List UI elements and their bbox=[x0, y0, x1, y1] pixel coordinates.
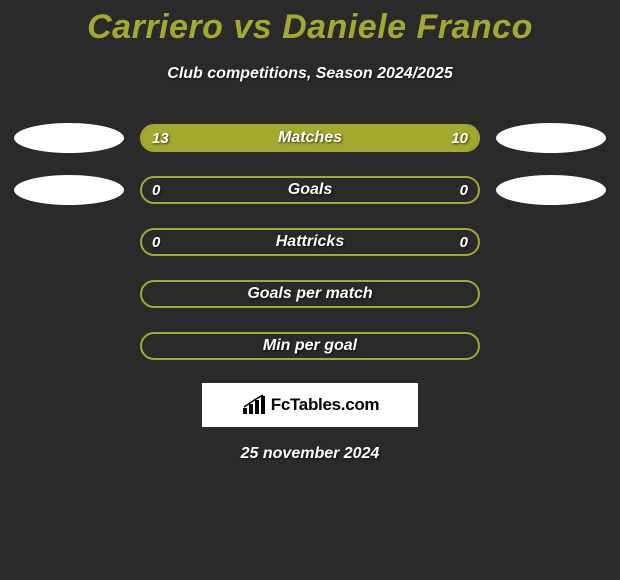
spacer bbox=[496, 279, 606, 309]
logo-box: FcTables.com bbox=[202, 383, 418, 427]
player-right-marker bbox=[496, 123, 606, 153]
date-label: 25 november 2024 bbox=[0, 445, 620, 463]
spacer bbox=[14, 331, 124, 361]
spacer bbox=[14, 279, 124, 309]
page-title: Carriero vs Daniele Franco bbox=[0, 0, 620, 47]
stat-bar: 1310Matches bbox=[140, 124, 480, 152]
spacer bbox=[496, 331, 606, 361]
stat-bar: 00Goals bbox=[140, 176, 480, 204]
stat-row: Min per goal bbox=[0, 331, 620, 361]
stat-bar: 00Hattricks bbox=[140, 228, 480, 256]
player-right-marker bbox=[496, 175, 606, 205]
stat-row: 1310Matches bbox=[0, 123, 620, 153]
bars-icon bbox=[241, 394, 267, 416]
stat-label: Matches bbox=[142, 129, 478, 147]
player-left-marker bbox=[14, 123, 124, 153]
stat-label: Goals bbox=[142, 181, 478, 199]
stat-bar: Min per goal bbox=[140, 332, 480, 360]
spacer bbox=[14, 227, 124, 257]
stat-label: Hattricks bbox=[142, 233, 478, 251]
stat-row: Goals per match bbox=[0, 279, 620, 309]
player-left-marker bbox=[14, 175, 124, 205]
subtitle: Club competitions, Season 2024/2025 bbox=[0, 65, 620, 83]
stat-bar: Goals per match bbox=[140, 280, 480, 308]
logo: FcTables.com bbox=[241, 394, 380, 416]
logo-text: FcTables.com bbox=[271, 395, 380, 415]
stat-row: 00Hattricks bbox=[0, 227, 620, 257]
stats-container: 1310Matches 00Goals 00Hattricks Goals per m… bbox=[0, 123, 620, 361]
stat-row: 00Goals bbox=[0, 175, 620, 205]
stat-label: Goals per match bbox=[142, 285, 478, 303]
spacer bbox=[496, 227, 606, 257]
stat-label: Min per goal bbox=[142, 337, 478, 355]
